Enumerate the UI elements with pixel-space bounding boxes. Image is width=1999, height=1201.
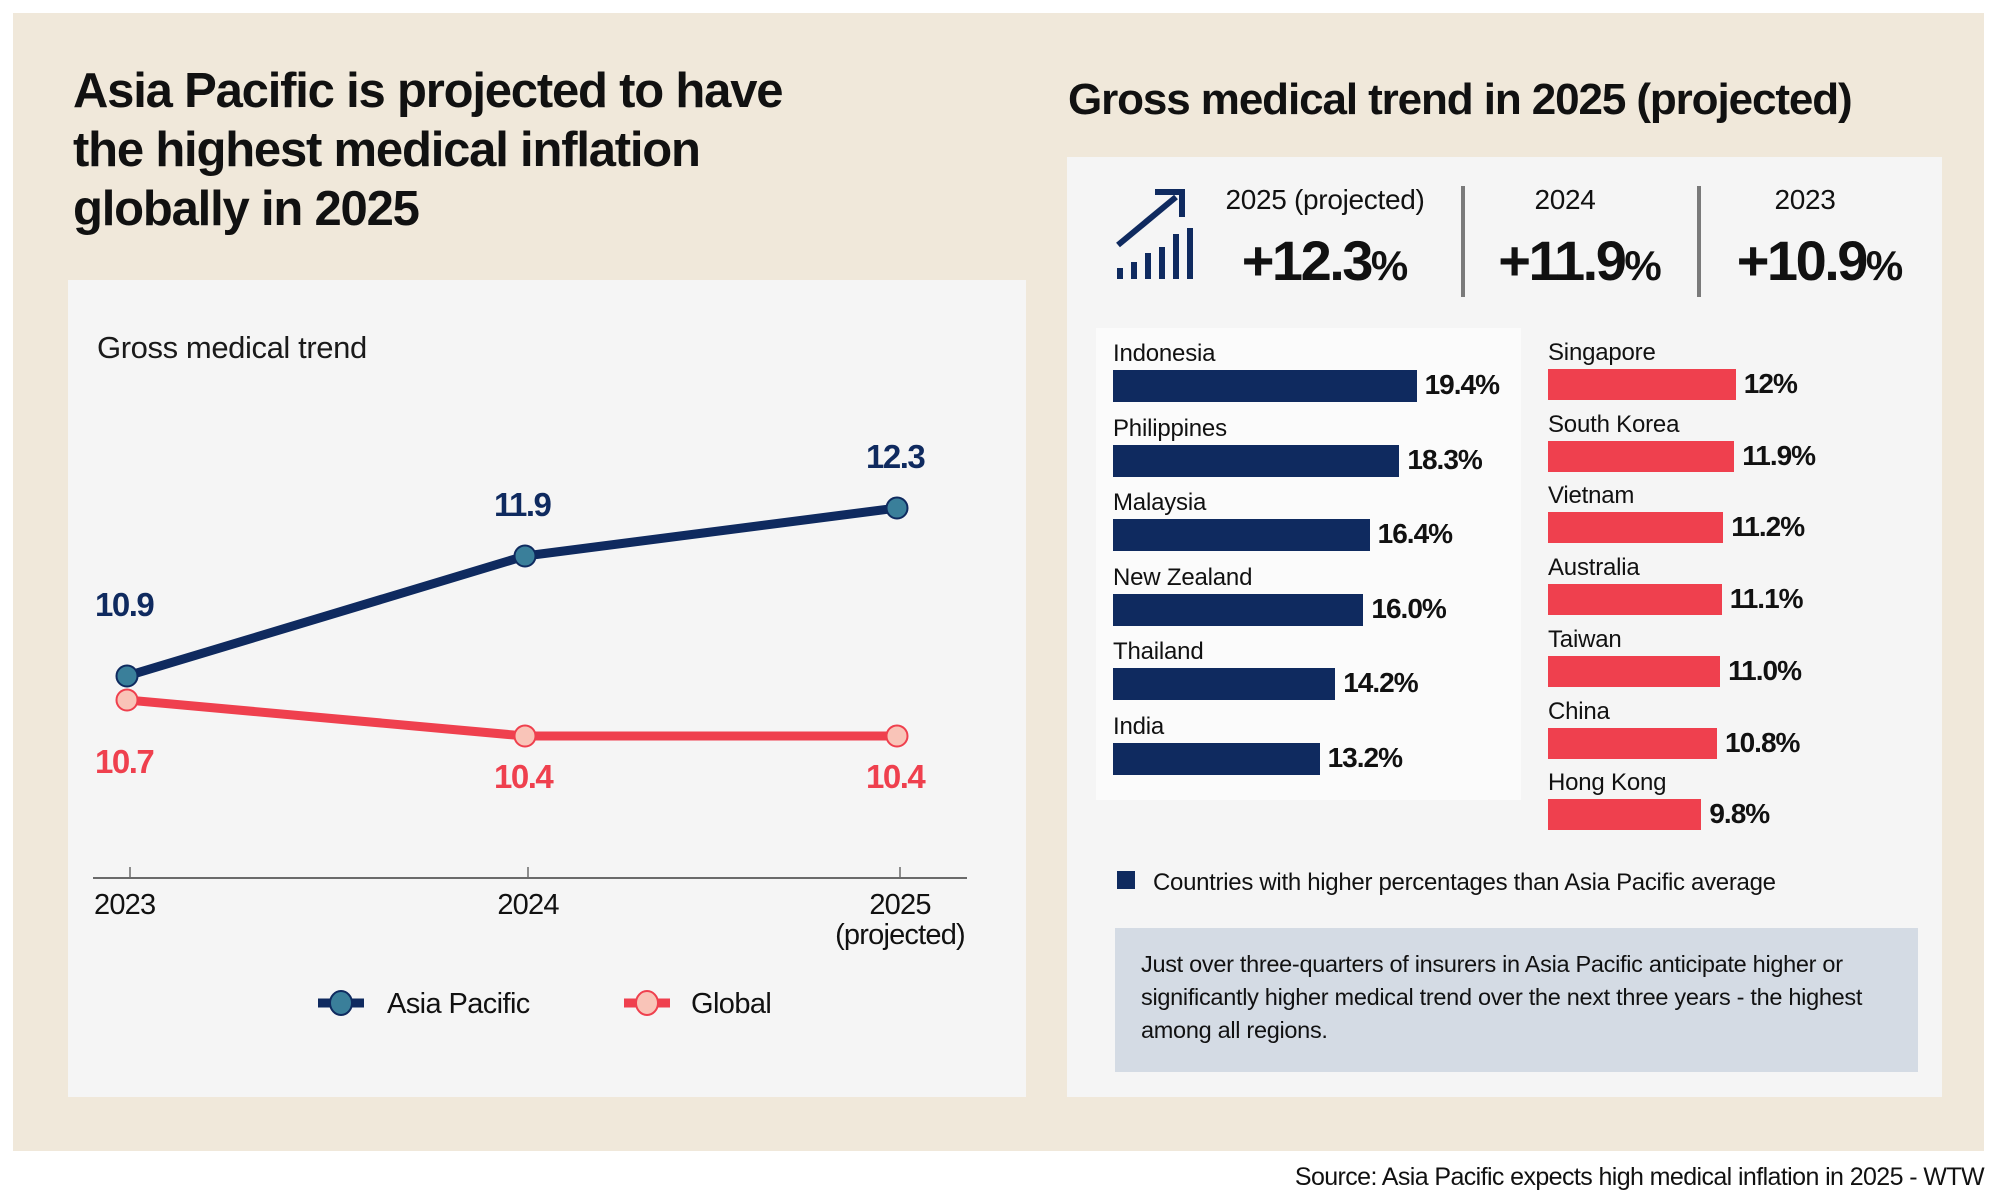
bar-category-label: Vietnam (1548, 482, 1635, 510)
asia-pacific-data-label: 12.3 (866, 438, 925, 475)
bar-category-label: India (1113, 713, 1165, 740)
bar-category-label: Hong Kong (1548, 769, 1667, 797)
asia-pacific-legend-label: Asia Pacific (387, 988, 530, 1020)
stat-value-2024: +11.9% (1470, 228, 1690, 293)
bar-value-label: 10.8% (1725, 726, 1800, 758)
source-label: Source: (1294, 1163, 1378, 1191)
global-data-point (885, 724, 909, 748)
global-data-label: 10.4 (494, 758, 554, 795)
global-legend-marker (635, 990, 659, 1016)
line-chart-panel (68, 280, 1026, 1097)
above-average-bar (1113, 444, 1400, 477)
below-average-bar (1548, 655, 1721, 687)
asia-pacific-data-point (885, 496, 909, 520)
bar-category-label: Philippines (1113, 414, 1227, 442)
stat-unit: % (1624, 242, 1662, 289)
asia-pacific-data-label: 10.9 (95, 586, 154, 623)
below-average-bar (1548, 727, 1718, 759)
page-title: Asia Pacific is projected to have the hi… (73, 62, 893, 239)
bar-value-label: 18.3% (1407, 443, 1482, 475)
bar-category-label: Thailand (1113, 638, 1204, 666)
stat-divider (1461, 186, 1465, 297)
bar-value-label: 11.1% (1729, 583, 1804, 615)
x-axis-tick-label: (projected) (835, 919, 965, 951)
below-average-bar (1548, 512, 1724, 544)
stat-unit: % (1370, 242, 1409, 289)
bar-value-label: 14.2% (1343, 667, 1418, 699)
above-average-bar (1113, 519, 1370, 552)
stat-value-2025: +12.3% (1200, 228, 1450, 293)
bar-category-label: Malaysia (1113, 489, 1207, 517)
note-box: Just over three-quarters of insurers in … (1115, 928, 1918, 1072)
chart-title: Gross medical trend (97, 330, 367, 365)
above-average-box (1096, 328, 1521, 800)
bar-value-label: 9.8% (1709, 798, 1770, 830)
stat-unit: % (1865, 242, 1904, 289)
below-average-bar (1548, 584, 1722, 616)
global-data-label: 10.4 (866, 758, 926, 795)
bar-value-label: 11.2% (1731, 511, 1805, 543)
bar-category-label: Singapore (1548, 339, 1656, 366)
stat-number: +12.3 (1241, 229, 1374, 292)
asia-pacific-data-point (115, 664, 139, 688)
bar-category-label: China (1548, 697, 1610, 725)
global-legend-label: Global (691, 988, 771, 1020)
x-axis-tick-label: 2023 (94, 889, 155, 921)
asia-pacific-legend-marker (329, 990, 353, 1016)
global-data-point (115, 688, 139, 712)
asia-pacific-series-line (125, 503, 898, 681)
bar-value-label: 19.4% (1424, 369, 1500, 400)
source-text: Asia Pacific expects high medical inflat… (1376, 1163, 1985, 1191)
source-caption: Source: Asia Pacific expects high medica… (1294, 1163, 1985, 1192)
asia-pacific-data-point (513, 544, 537, 568)
x-axis-tick-label: 2025 (869, 889, 930, 921)
stat-value-2023: +10.9% (1705, 228, 1935, 293)
title-line: Asia Pacific is projected to have (73, 64, 784, 118)
stat-year-2023: 2023 (1774, 184, 1836, 215)
trending-up-bar-chart-icon (1116, 189, 1193, 279)
bar-category-label: Taiwan (1548, 625, 1622, 653)
title-line: the highest medical inflation (73, 123, 701, 177)
note-text: Just over three-quarters of insurers in … (1141, 951, 1863, 1043)
above-average-bar (1113, 668, 1336, 701)
bar-value-label: 11.9% (1742, 439, 1816, 471)
global-data-point (513, 724, 537, 748)
below-average-bar (1548, 369, 1736, 400)
stat-year-2025: 2025 (projected) (1225, 184, 1425, 215)
x-axis-tick-label: 2024 (497, 889, 559, 921)
above-average-bar (1113, 370, 1417, 402)
bar-value-label: 11.0% (1728, 654, 1802, 686)
stat-divider (1697, 186, 1701, 297)
section-title: Gross medical trend in 2025 (projected) (1068, 75, 1853, 124)
bar-value-label: 16.4% (1377, 518, 1453, 550)
asia-pacific-data-label: 11.9 (494, 486, 552, 523)
bar-value-label: 13.2% (1327, 742, 1403, 773)
above-average-bar (1113, 593, 1364, 626)
bar-category-label: South Korea (1548, 410, 1680, 438)
below-average-bar (1548, 440, 1735, 472)
stat-number: +10.9 (1736, 229, 1869, 292)
global-series-line (126, 695, 897, 741)
title-line: globally in 2025 (73, 182, 420, 236)
global-data-label: 10.7 (95, 743, 153, 780)
stat-year-2024: 2024 (1534, 184, 1596, 215)
above-average-bar (1113, 743, 1320, 775)
bar-value-label: 12% (1743, 368, 1798, 399)
bar-category-label: New Zealand (1113, 563, 1253, 591)
below-average-bar (1548, 799, 1702, 831)
bar-category-label: Australia (1548, 554, 1640, 582)
bar-value-label: 16.0% (1371, 592, 1446, 624)
stat-number: +11.9 (1498, 229, 1627, 292)
bar-category-label: Indonesia (1113, 340, 1216, 367)
legend-text: Countries with higher percentages than A… (1153, 869, 1776, 896)
legend-swatch (1117, 871, 1135, 889)
